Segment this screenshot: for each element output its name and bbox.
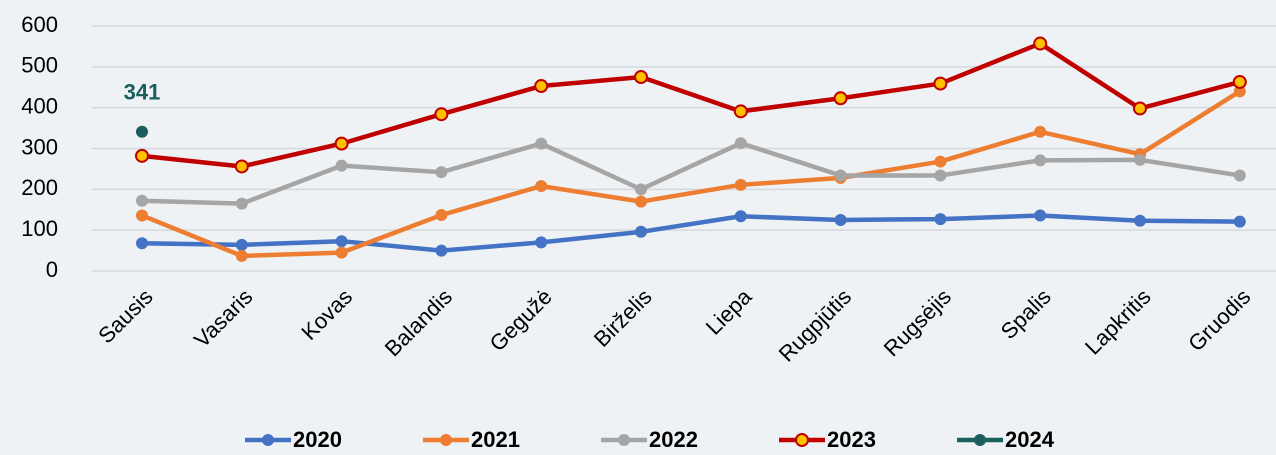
y-tick-label: 0 [46,257,58,282]
marker [535,236,548,249]
marker [1233,85,1246,98]
marker [235,197,248,210]
legend-label: 2021 [471,427,520,452]
marker [1232,74,1247,89]
marker [136,237,148,250]
marker [734,210,747,223]
marker [535,137,548,150]
marker [136,125,148,138]
marker [934,155,947,168]
marker [535,180,548,193]
marker [335,159,348,172]
marker [1233,215,1246,228]
y-tick-label: 300 [21,134,58,159]
y-tick-label: 500 [21,53,58,78]
legend-marker [262,434,274,446]
marker [1233,169,1246,182]
marker [1134,153,1146,166]
legend-label: 2024 [1005,427,1055,452]
marker [1134,214,1146,227]
marker [834,213,847,226]
y-tick-label: 200 [21,175,58,200]
marker [435,244,448,257]
marker [1034,125,1047,138]
marker [733,104,748,119]
x-tick-label: Kovas [296,284,357,345]
x-tick-label: Rugsėjis [879,284,956,361]
marker [1034,209,1047,222]
marker [833,91,848,106]
marker [934,213,947,226]
x-tick-label: Rugpjūtis [774,284,857,367]
legend-marker [618,434,630,446]
marker [635,225,647,238]
series-line [141,140,1241,206]
series-line [141,41,1241,169]
marker [834,169,847,182]
marker [334,136,349,151]
x-tick-label: Gegužė [485,284,557,356]
marker [634,70,648,85]
marker [235,249,248,262]
x-tick-label: Birželis [589,284,657,352]
y-tick-label: 100 [21,216,58,241]
marker [234,159,249,174]
marker [335,246,348,259]
marker [1133,101,1147,116]
marker [534,79,549,94]
x-tick-label: Gruodis [1183,284,1255,356]
marker [933,76,948,91]
legend-label: 2023 [827,427,876,452]
marker [734,137,747,150]
marker [435,209,448,222]
marker [136,209,148,222]
marker [136,194,148,207]
x-tick-label: Vasaris [189,284,257,352]
legend-label: 2022 [649,427,698,452]
x-tick-label: Spalis [996,284,1056,344]
marker [235,238,248,251]
data-label: 341 [124,80,161,105]
x-tick-label: Sausis [93,284,157,348]
y-tick-label: 400 [21,93,58,118]
marker [135,148,149,163]
marker [635,183,647,196]
legend-label: 2020 [293,427,342,452]
x-tick-label: Lapkritis [1080,284,1156,360]
x-tick-label: Liepa [701,283,757,339]
y-tick-label: 600 [21,12,58,37]
marker [734,178,747,191]
legend-marker [795,433,809,447]
marker [1033,36,1048,51]
marker [434,107,449,122]
marker [1034,154,1047,167]
marker [934,169,947,182]
marker [335,235,348,248]
series-line [141,213,1240,253]
x-tick-label: Balandis [380,284,457,361]
series-line [141,89,1241,259]
marker [435,166,448,179]
legend-marker [974,434,986,446]
marker [635,195,647,208]
legend-marker [440,434,452,446]
